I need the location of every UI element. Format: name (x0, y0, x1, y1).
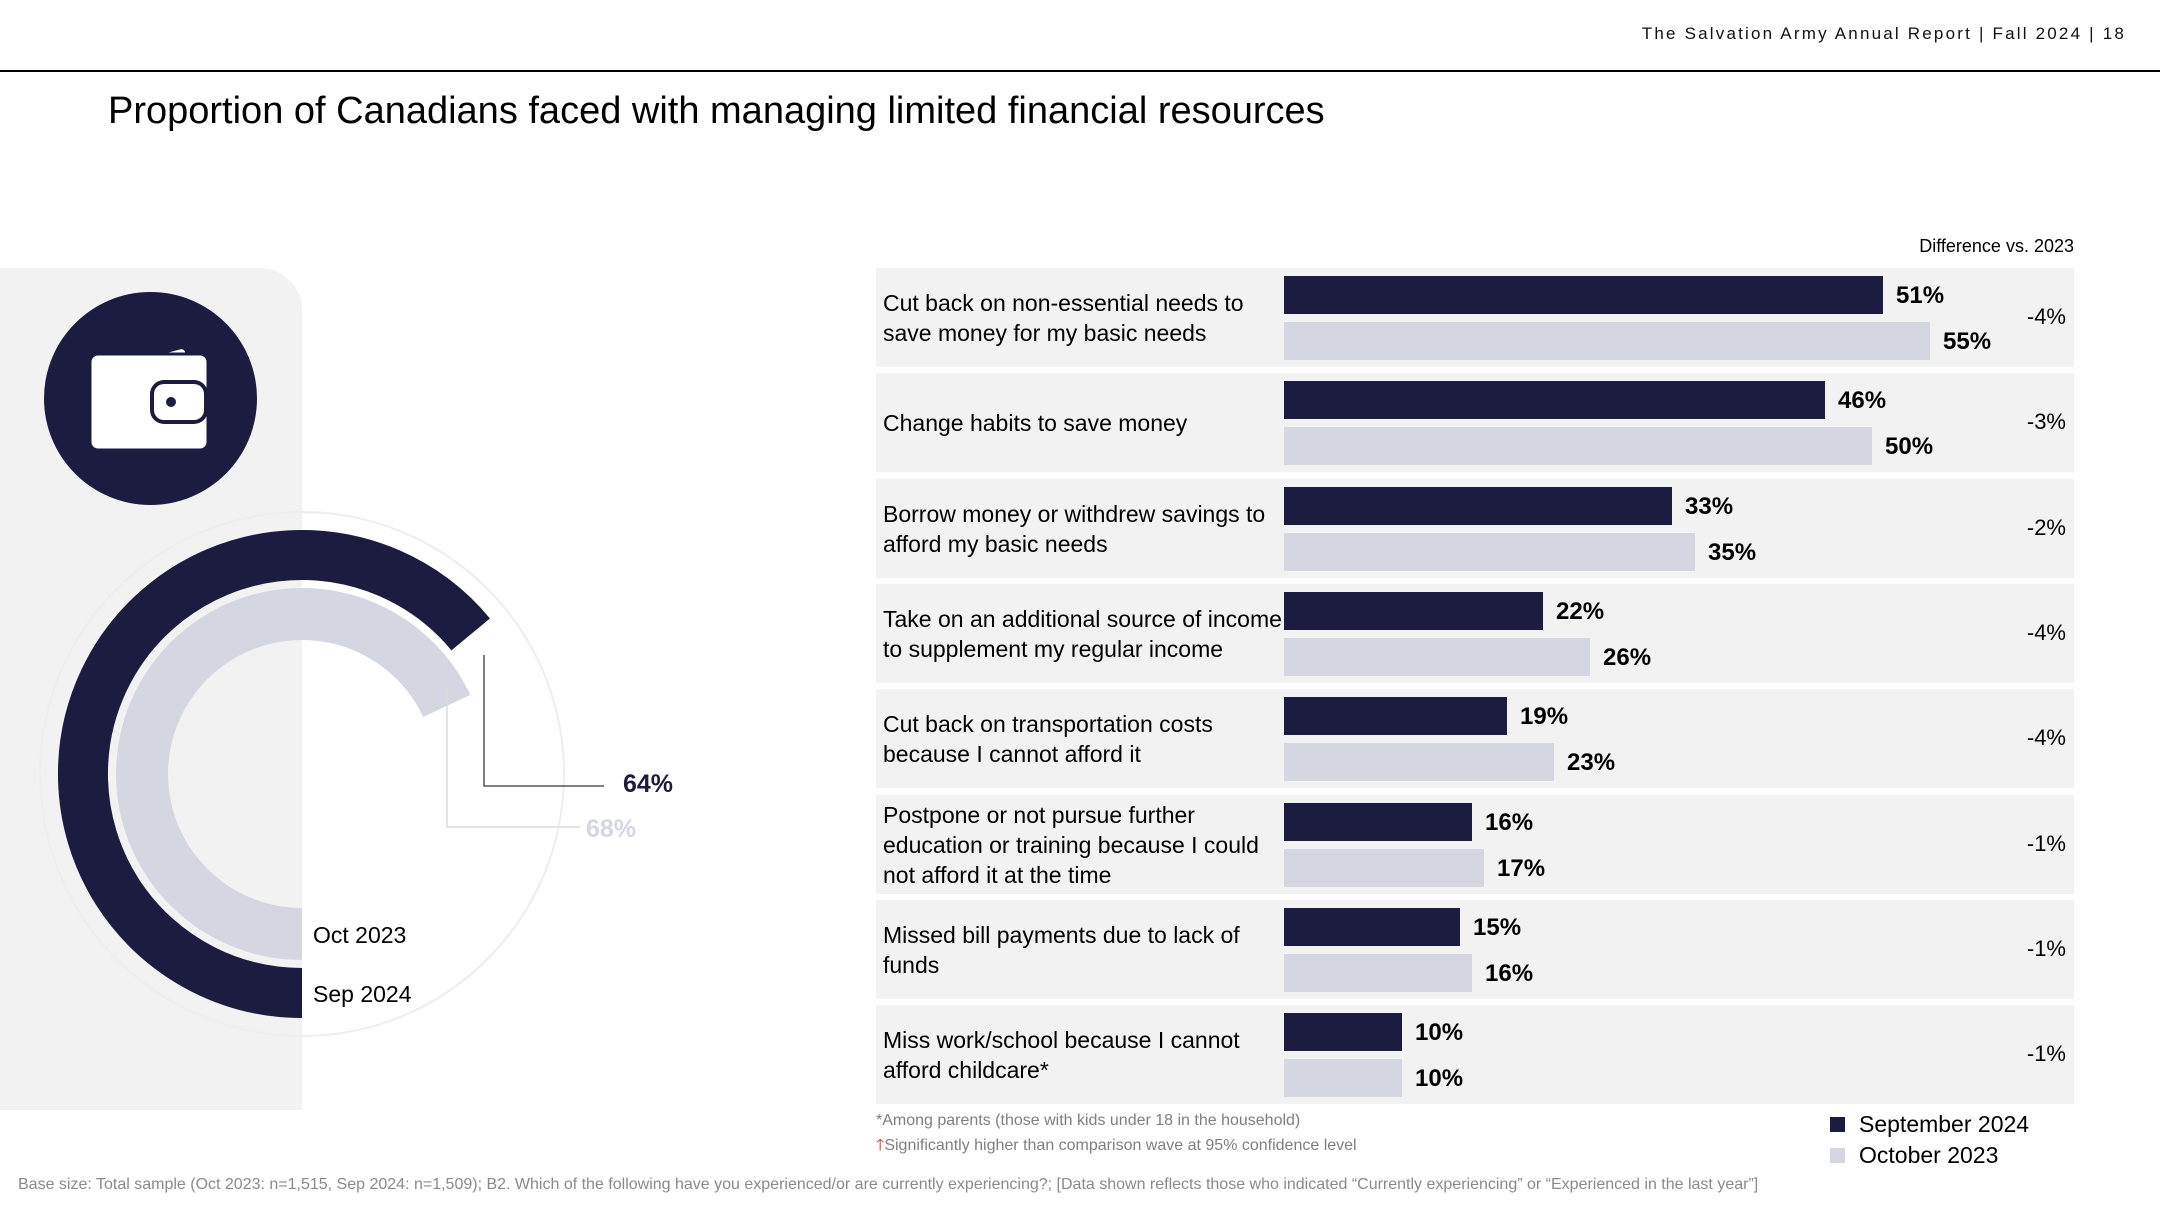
difference-value: -4% (2026, 304, 2066, 329)
bar-sep-2024 (1284, 697, 1507, 735)
bar-oct-2023 (1284, 322, 1930, 360)
page-title: Proportion of Canadians faced with manag… (108, 90, 1325, 132)
bar-value-sep-2024: 46% (1838, 387, 1887, 414)
bar-value-oct-2023: 10% (1415, 1065, 1464, 1092)
bar-row (876, 900, 2074, 999)
bar-category-label: Borrow money or withdrew savings to affo… (883, 500, 1266, 557)
bar-value-sep-2024: 16% (1485, 809, 1534, 836)
bar-value-sep-2024: 51% (1896, 282, 1945, 309)
legend-swatch-sep (1830, 1117, 1845, 1132)
bar-category-label: Cut back on transportation costs because… (883, 710, 1213, 767)
bar-row (876, 1005, 2074, 1104)
bar-value-oct-2023: 55% (1943, 328, 1992, 355)
difference-value: -4% (2026, 620, 2066, 645)
difference-value: -2% (2026, 515, 2066, 540)
difference-value: -1% (2026, 1041, 2066, 1066)
bar-value-oct-2023: 26% (1603, 644, 1652, 671)
up-arrow-icon: 🡑 (876, 1137, 885, 1154)
bar-sep-2024 (1284, 487, 1672, 525)
donut-label-sep: Sep 2024 (313, 981, 412, 1007)
bar-category-label: Cut back on non-essential needs to save … (883, 289, 1244, 346)
bar-value-sep-2024: 33% (1685, 493, 1734, 520)
difference-value: -1% (2026, 936, 2066, 961)
footnote-significance-text: Significantly higher than comparison wav… (884, 1137, 1357, 1154)
bar-value-oct-2023: 16% (1485, 960, 1534, 987)
bar-oct-2023 (1284, 533, 1695, 571)
legend-label-sep: September 2024 (1859, 1111, 2030, 1137)
bar-sep-2024 (1284, 276, 1883, 314)
difference-value: -3% (2026, 409, 2066, 434)
bar-oct-2023 (1284, 427, 1872, 465)
bar-sep-2024 (1284, 803, 1472, 841)
donut-leader-sep (483, 655, 604, 787)
bar-value-oct-2023: 35% (1708, 539, 1757, 566)
bar-value-sep-2024: 22% (1556, 598, 1605, 625)
bar-value-oct-2023: 50% (1885, 433, 1934, 460)
donut-value-oct: 68% (586, 815, 637, 843)
difference-value: -1% (2026, 831, 2066, 856)
bar-oct-2023 (1284, 954, 1472, 992)
bar-oct-2023 (1284, 743, 1554, 781)
difference-header: Difference vs. 2023 (1919, 236, 2074, 256)
wallet-icon-circle (44, 292, 257, 505)
wallet-icon (88, 349, 210, 452)
report-header-text: The Salvation Army Annual Report | Fall … (1641, 24, 2126, 43)
donut-guide-ring (39, 511, 565, 1037)
bar-oct-2023 (1284, 638, 1590, 676)
difference-value: -4% (2026, 725, 2066, 750)
donut-chart (39, 511, 604, 1037)
page-header: The Salvation Army Annual Report | Fall … (0, 0, 2160, 72)
bar-value-sep-2024: 15% (1473, 914, 1522, 941)
bar-sep-2024 (1284, 1013, 1402, 1051)
donut-value-sep: 64% (623, 770, 674, 798)
bar-oct-2023 (1284, 1059, 1402, 1097)
footnote-parents: *Among parents (those with kids under 18… (876, 1112, 1301, 1129)
bar-value-oct-2023: 17% (1497, 855, 1546, 882)
bar-sep-2024 (1284, 592, 1543, 630)
donut-leader-oct (446, 688, 580, 828)
footnote-base-size: Base size: Total sample (Oct 2023: n=1,5… (18, 1176, 1759, 1193)
bar-value-oct-2023: 23% (1567, 749, 1616, 776)
legend-label-oct: October 2023 (1859, 1142, 1999, 1168)
bar-value-sep-2024: 10% (1415, 1019, 1464, 1046)
donut-arc-sep-2024 (57, 530, 490, 1018)
donut-arc-oct-2023 (116, 588, 471, 960)
bar-value-sep-2024: 19% (1520, 703, 1569, 730)
bar-sep-2024 (1284, 908, 1460, 946)
bar-category-label: Take on an additional source of income t… (883, 605, 1282, 662)
bar-oct-2023 (1284, 849, 1484, 887)
bar-category-label: Change habits to save money (883, 409, 1188, 436)
bar-category-label: Postpone or not pursue further education… (883, 801, 1259, 888)
donut-label-oct: Oct 2023 (313, 922, 407, 948)
bar-sep-2024 (1284, 381, 1825, 419)
legend-swatch-oct (1830, 1148, 1845, 1163)
bar-category-label: Missed bill payments due to lack of fund… (883, 921, 1240, 978)
footnote-significance: 🡑Significantly higher than comparison wa… (876, 1134, 1357, 1161)
bar-category-label: Miss work/school because I cannot afford… (883, 1026, 1240, 1083)
